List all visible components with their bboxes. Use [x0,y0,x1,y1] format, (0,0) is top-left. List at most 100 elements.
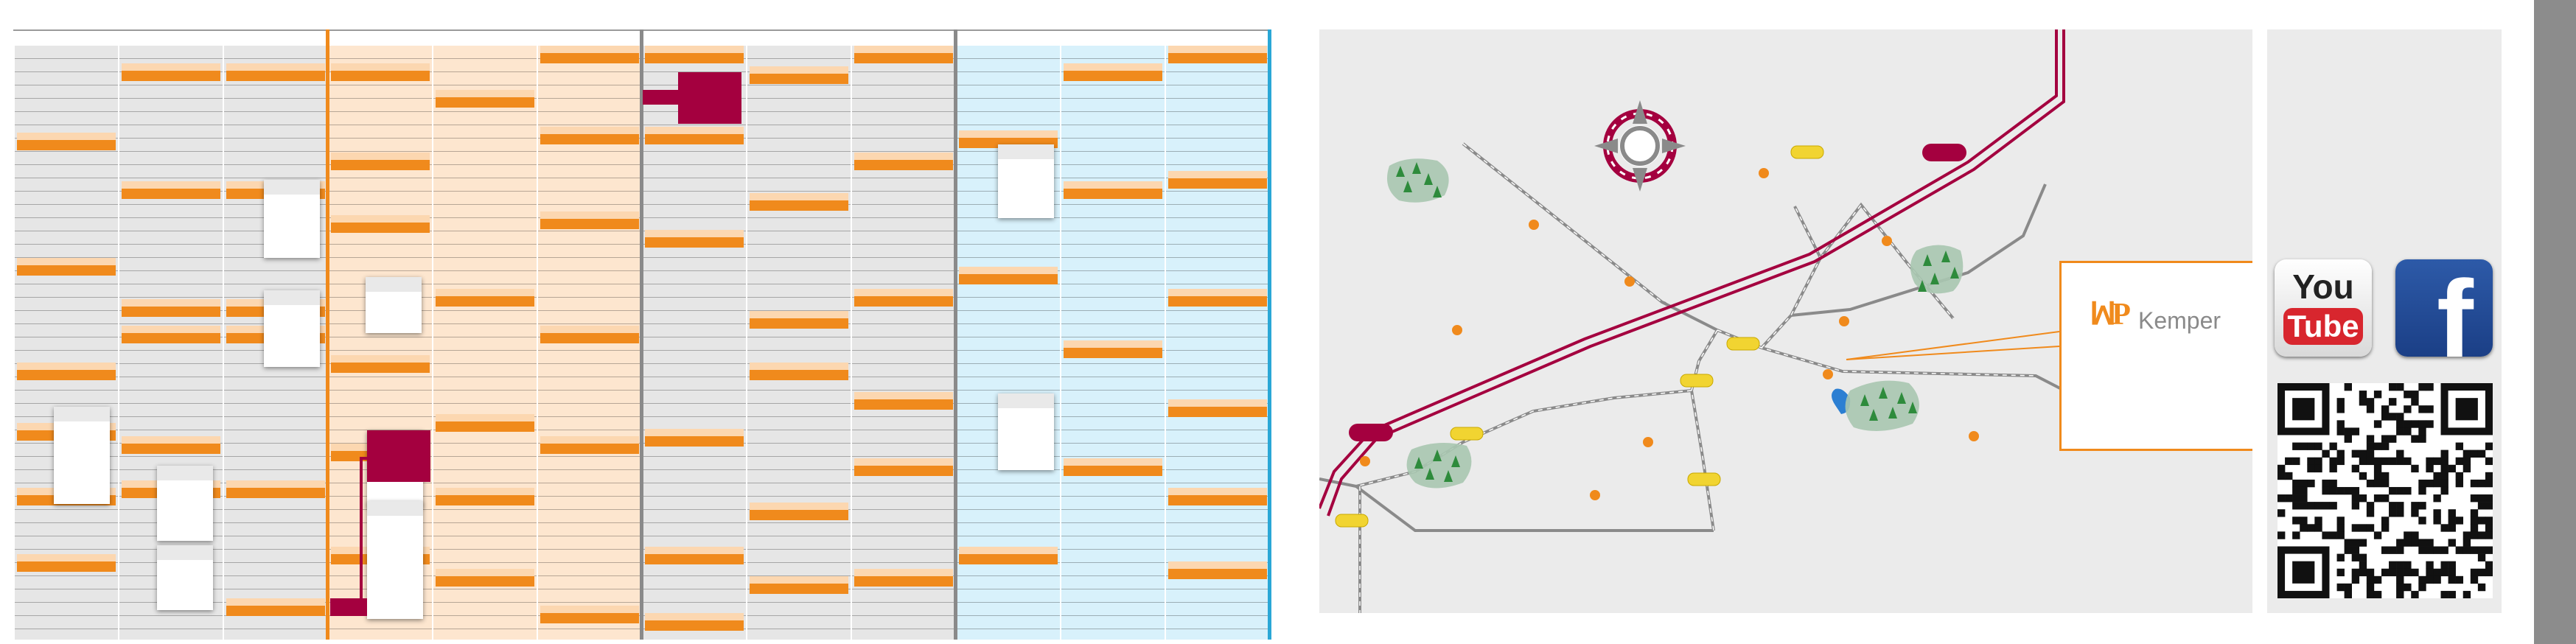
grid-column [538,46,641,640]
grid-slot [436,414,534,432]
grid-slot [854,392,953,410]
grid-slot [854,153,953,170]
stop-marker [1790,145,1824,159]
grid-slot [854,569,953,587]
stop-marker [1687,472,1721,486]
marker-connector [643,90,680,105]
poi-dot [1643,437,1653,447]
grid-column [852,46,955,640]
facebook-letter: f [2437,259,2474,357]
location-map[interactable]: ꟽP Kemper [1319,29,2252,613]
youtube-label-tube: Tube [2283,308,2363,345]
grid-column [747,46,851,640]
rail-line [1355,389,1692,488]
stop-marker [1335,514,1369,528]
schedule-card[interactable] [264,180,320,258]
qr-code-icon[interactable] [2277,383,2493,599]
grid-slot [122,326,220,343]
grid-column [15,46,118,640]
grid-slot [436,90,534,108]
grid-slot [331,215,430,233]
grid-slot [122,299,220,317]
station-marker [1349,424,1393,441]
company-logo-box[interactable]: ꟽP Kemper [2059,261,2252,451]
poi-dot [1590,490,1600,500]
social-panel: You Tube f [2267,29,2502,613]
company-logo-mark: ꟽP [2090,298,2131,332]
group-top-rule [327,29,641,31]
station-marker [1922,144,1966,161]
grid-slot [1168,399,1267,417]
poi-dot [1529,220,1539,230]
grid-column [1166,46,1269,640]
schedule-card[interactable] [998,393,1054,470]
grid-slot [1168,171,1267,189]
grid-slot [540,326,639,343]
grid-slot [645,429,744,447]
grid-slot [1168,289,1267,307]
grid-slot [959,547,1058,564]
rail-line [1689,329,1719,531]
grid-slot [540,127,639,144]
schedule-card[interactable] [157,466,213,541]
group-divider [12,29,15,640]
company-name: Kemper [2138,307,2221,334]
facebook-icon[interactable]: f [2395,259,2493,357]
grid-slot [540,211,639,229]
grid-slot [645,230,744,248]
poi-dot [1969,431,1979,441]
poi-dot [1823,369,1833,379]
grid-slot [1064,458,1162,476]
stop-marker [1680,374,1714,388]
rail-line [1355,485,1714,532]
schedule-card[interactable] [54,407,110,504]
grid-slot [540,46,639,63]
stop-marker [1726,337,1760,351]
grid-slot [645,46,744,63]
grid-slot [226,63,325,81]
highlight-marker[interactable] [367,430,430,482]
poi-dot [1452,325,1462,335]
rail-line [1790,183,2047,317]
group-divider [954,29,957,640]
schedule-card[interactable] [367,501,423,619]
grid-column [957,46,1060,640]
compass-rose-icon [1594,100,1686,192]
grid-slot [1168,46,1267,63]
map-drawing [1319,29,2087,613]
poi-dot [1839,316,1849,326]
grid-slot [540,436,639,454]
group-divider [326,29,329,640]
grid-slot [959,267,1058,284]
schedule-grid-panel [13,29,1275,640]
poi-dot [1759,168,1769,178]
schedule-card[interactable] [366,277,422,333]
grid-slot [17,258,116,276]
forest-area [1406,443,1472,489]
grid-slot [540,606,639,623]
schedule-card[interactable] [998,144,1054,218]
grid-slot [854,46,953,63]
youtube-icon[interactable]: You Tube [2275,259,2372,357]
grid-slot [750,66,848,84]
grid-slot [750,311,848,329]
grid-slot [854,458,953,476]
stop-marker [1450,427,1484,441]
grid-slot [1168,488,1267,505]
grid-slot [17,363,116,380]
grid-slot [17,554,116,572]
highlight-marker[interactable] [678,72,741,124]
grid-slot [17,133,116,150]
schedule-card[interactable] [264,290,320,367]
grid-column [643,46,746,640]
grid-slot [750,193,848,211]
main-line [1319,29,2065,517]
grid-slot [331,63,430,81]
schedule-card[interactable] [157,545,213,610]
grid-slot [122,63,220,81]
group-top-rule [641,29,955,31]
group-divider [640,29,643,640]
forest-area [1910,245,1964,294]
grid-slot [1168,561,1267,579]
grid-column [433,46,537,640]
